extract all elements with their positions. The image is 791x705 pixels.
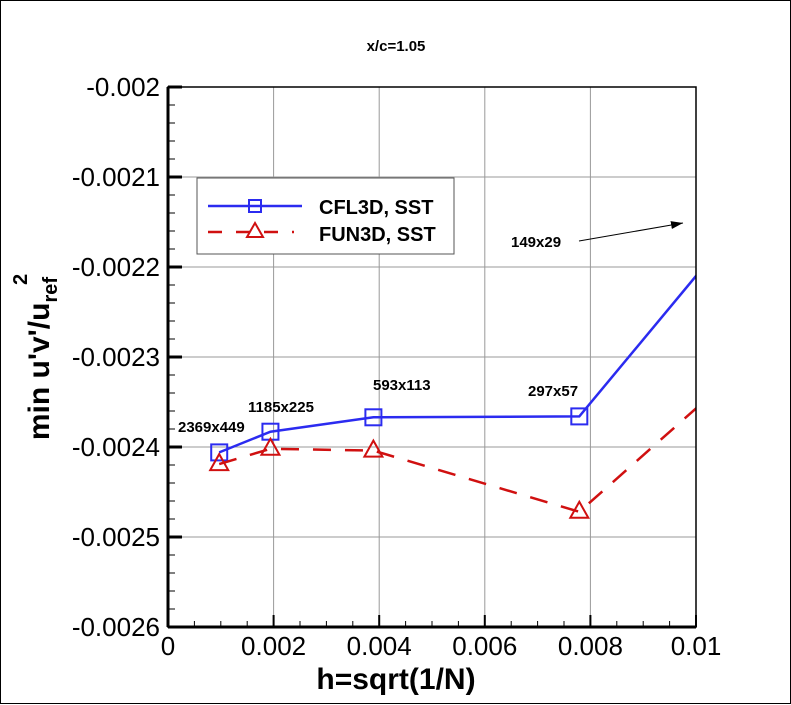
x-tick-label: 0.002 (241, 631, 306, 661)
chart-title: x/c=1.05 (367, 38, 426, 55)
triangle-marker (208, 452, 230, 472)
triangle-marker (362, 438, 385, 458)
x-tick-label: 0.004 (347, 631, 412, 661)
annotation-1185x225: 1185x225 (248, 399, 314, 416)
annotation-297x57: 297x57 (528, 383, 578, 400)
square-marker (364, 408, 383, 427)
annotation-arrow (578, 221, 684, 242)
ticks: 0 0.002 0.004 0.006 0.008 0.01 -0.002 -0.0021 -0… (72, 72, 721, 661)
grid (168, 87, 696, 627)
series-line-1 (218, 406, 696, 514)
annotations: 2369x449 1185x225 593x113 297x57 149x29 (178, 221, 684, 436)
y-tick-label: -0.0024 (72, 432, 160, 462)
y-tick-label: -0.0025 (72, 522, 160, 552)
legend-square-marker (248, 199, 262, 213)
legend-triangle-marker (245, 220, 265, 238)
y-tick-label: -0.002 (86, 72, 160, 102)
series-line-0 (218, 274, 696, 454)
series-layer (208, 274, 696, 519)
y-tick-label: -0.0023 (72, 342, 160, 372)
y-axis-label: min u'v'/uref2 (10, 274, 62, 440)
legend-label-fun3d: FUN3D, SST (319, 224, 436, 246)
y-tick-label: -0.0021 (72, 162, 160, 192)
x-tick-label: 0.006 (452, 631, 517, 661)
legend-label-cfl3d: CFL3D, SST (319, 197, 433, 219)
square-marker (570, 407, 589, 426)
triangle-marker (259, 436, 282, 456)
x-tick-label: 0.008 (558, 631, 623, 661)
triangle-marker (568, 499, 591, 519)
y-tick-label: -0.0026 (72, 612, 160, 642)
annotation-2369x449: 2369x449 (178, 419, 245, 436)
x-tick-label: 0 (161, 631, 175, 661)
x-axis-label: h=sqrt(1/N) (316, 663, 475, 696)
annotation-149x29: 149x29 (511, 234, 561, 251)
y-tick-label: -0.0022 (72, 252, 160, 282)
legend: CFL3D, SST FUN3D, SST (196, 177, 455, 255)
annotation-593x113: 593x113 (373, 377, 431, 394)
x-tick-label: 0.01 (671, 631, 722, 661)
square-marker (210, 443, 229, 462)
